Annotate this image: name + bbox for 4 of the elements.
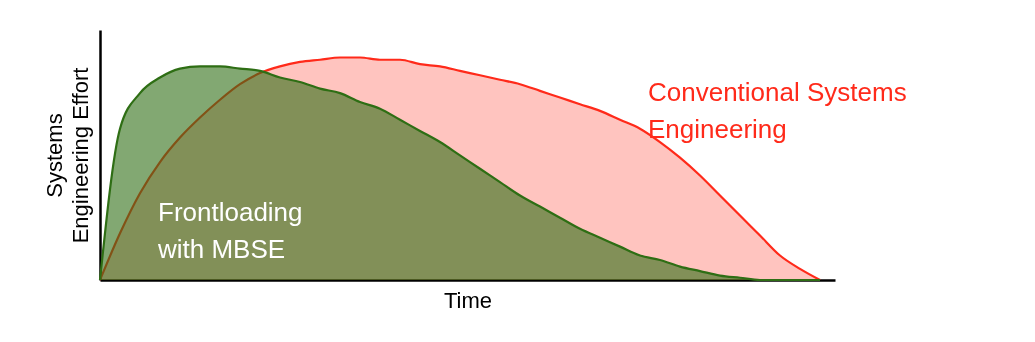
series-label: Conventional Systems Engineering [648, 77, 907, 144]
y-axis-title: Systems Engineering Effort [41, 67, 93, 244]
x-axis-title: Time [443, 287, 493, 313]
series-label: Frontloading with MBSE [157, 197, 303, 264]
